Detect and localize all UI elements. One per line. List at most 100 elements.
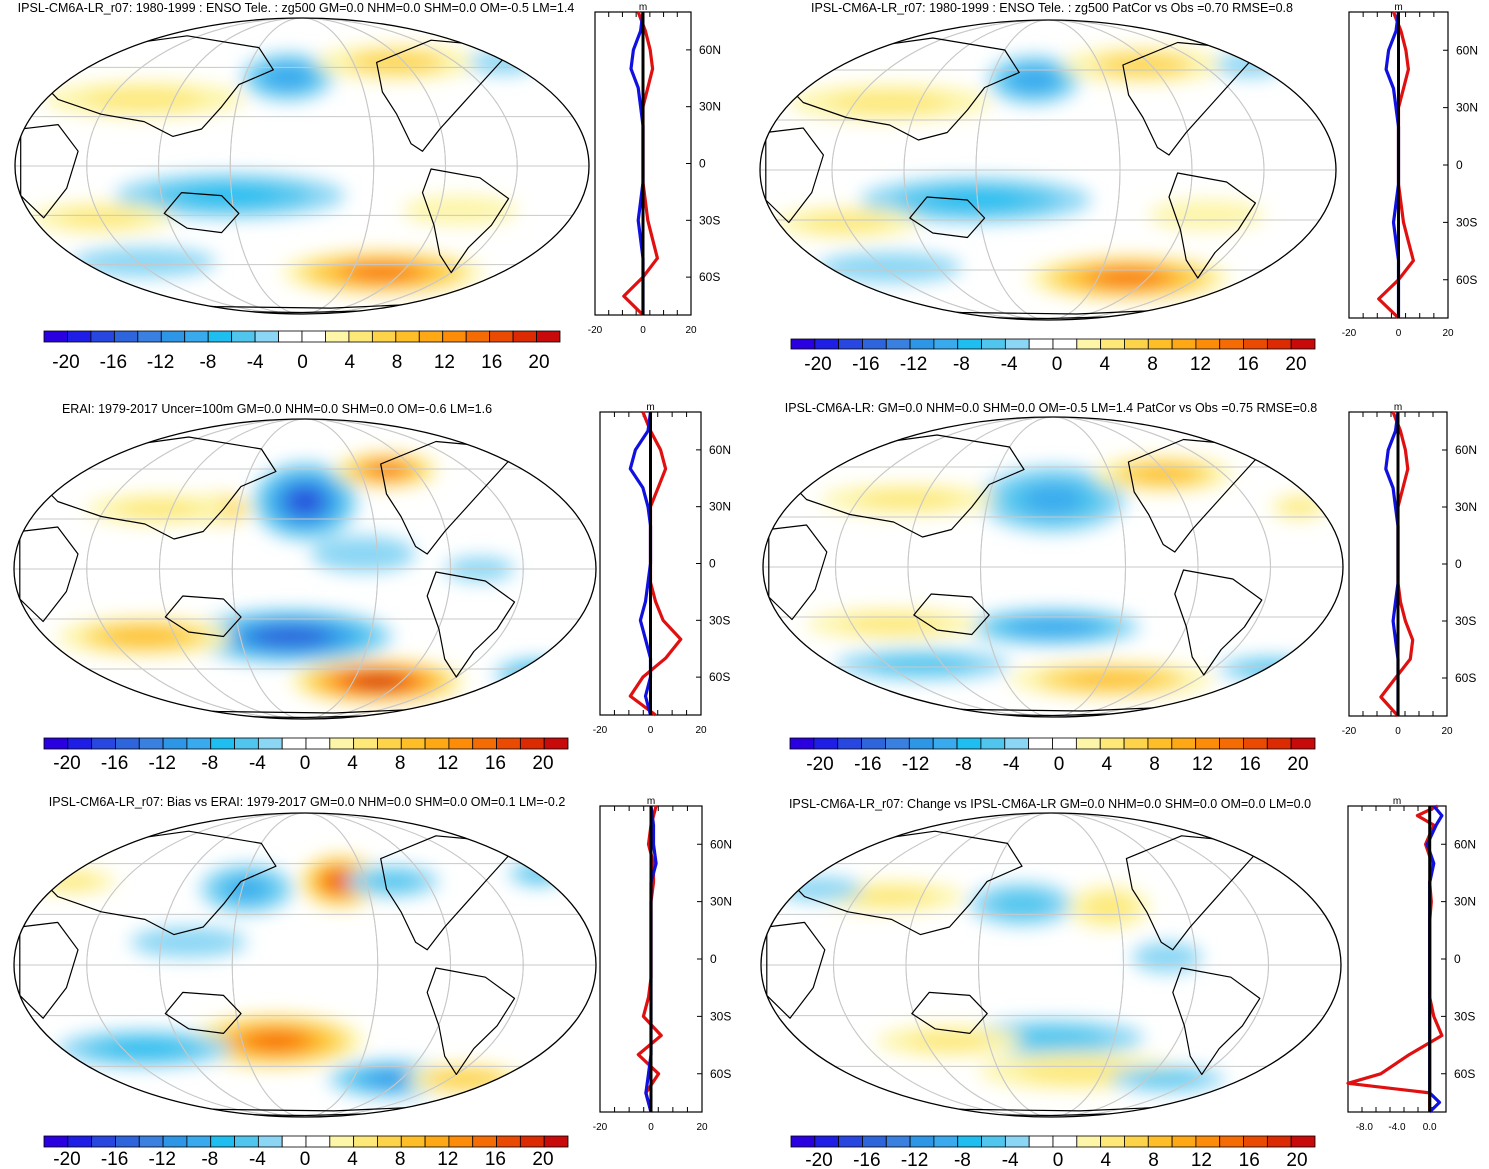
colorbar-swatch xyxy=(91,1135,116,1148)
zonal-mean-lat-tick: 0 xyxy=(710,952,717,966)
colorbar-swatch xyxy=(1266,737,1292,750)
colorbar-tick-label: -8 xyxy=(201,753,218,774)
zonal-mean-lat-tick: 60N xyxy=(1455,443,1477,457)
zonal-mean-x-tick: -20 xyxy=(593,1122,608,1133)
colorbar-tick-label: 12 xyxy=(434,352,455,373)
colorbar-swatch xyxy=(813,737,839,750)
colorbar-swatch xyxy=(207,330,233,343)
zonal-mean-plot: m -20 0 20 60N 30N 0 30S 60S xyxy=(593,402,731,736)
colorbar: -20 -16 -12 -8 -4 0 4 8 12 16 20 xyxy=(43,330,561,373)
colorbar-tick-label: -8 xyxy=(199,352,216,373)
zonal-mean-line-mean-negative xyxy=(1384,11,1401,318)
colorbar-swatch xyxy=(465,330,491,343)
colorbar-swatch xyxy=(1219,737,1244,750)
colorbar-swatch xyxy=(790,338,816,350)
colorbar-swatch xyxy=(1124,1135,1149,1148)
colorbar-tick-label: 16 xyxy=(481,352,502,373)
zonal-mean-plot: m -20 0 20 60N 30N 0 30S 60S xyxy=(588,2,721,336)
colorbar-tick-label: 16 xyxy=(1240,754,1261,775)
anomaly-contour xyxy=(226,878,267,900)
colorbar-swatch xyxy=(1219,1135,1244,1148)
zonal-mean-x-tick: 20 xyxy=(696,1122,708,1133)
colorbar-swatch xyxy=(957,338,982,350)
colorbar-swatch xyxy=(43,330,68,343)
colorbar-tick-label: 12 xyxy=(437,753,458,774)
zonal-mean-x-tick: -20 xyxy=(593,725,608,736)
graticule xyxy=(14,813,596,1117)
anomaly-contour xyxy=(115,500,204,518)
colorbar-swatch xyxy=(305,1135,331,1148)
colorbar-swatch xyxy=(1243,737,1268,750)
anomaly-contour xyxy=(1218,657,1323,681)
colorbar-tick-label: 8 xyxy=(395,1149,406,1169)
zonal-mean-line-mean-negative xyxy=(1384,411,1400,716)
panel-3: ERAI: 1979-2017 Uncer=100m GM=0.0 NHM=0.… xyxy=(13,402,731,774)
colorbar-swatch xyxy=(885,338,911,350)
zonal-mean-line-model xyxy=(1377,11,1415,320)
zonal-mean-xlabel: m xyxy=(647,796,655,807)
colorbar-swatch xyxy=(1100,338,1125,350)
zonal-mean-xlabel: m xyxy=(639,2,647,13)
colorbar-swatch xyxy=(519,737,545,750)
coastline xyxy=(911,991,988,1034)
colorbar-swatch xyxy=(186,737,212,750)
colorbar-tick-label: 16 xyxy=(1238,354,1259,375)
anomaly-contour xyxy=(803,213,890,232)
zonal-mean-x-tick: -4.0 xyxy=(1388,1122,1406,1133)
colorbar-swatch xyxy=(489,330,514,343)
panel-6: IPSL-CM6A-LR_r07: Change vs IPSL-CM6A-LR… xyxy=(760,796,1476,1169)
colorbar-swatch xyxy=(138,1135,164,1148)
colorbar-swatch xyxy=(543,1135,569,1148)
colorbar-tick-label: 12 xyxy=(1190,354,1211,375)
anomaly-contour xyxy=(292,492,318,511)
colorbar-swatch xyxy=(496,737,521,750)
colorbar-tick-label: -12 xyxy=(148,1149,175,1169)
colorbar-swatch xyxy=(43,737,69,750)
colorbar-swatch xyxy=(448,1135,474,1148)
colorbar-swatch xyxy=(1195,1135,1221,1148)
zonal-mean-x-tick: 0 xyxy=(640,325,646,336)
colorbar-swatch xyxy=(210,737,235,750)
colorbar-swatch xyxy=(1100,1135,1125,1148)
zonal-mean-lat-tick: 30N xyxy=(699,100,721,114)
colorbar-swatch xyxy=(1147,737,1173,750)
colorbar-swatch xyxy=(933,338,959,350)
panel-title: ERAI: 1979-2017 Uncer=100m GM=0.0 NHM=0.… xyxy=(62,402,492,416)
colorbar-swatch xyxy=(67,737,93,750)
anomaly-contour xyxy=(1021,485,1085,514)
zonal-mean-lat-tick: 60S xyxy=(710,1067,731,1081)
colorbar: -20 -16 -12 -8 -4 0 4 8 12 16 20 xyxy=(790,338,1316,375)
anomaly-contour xyxy=(181,186,280,206)
colorbar-tick-label: -12 xyxy=(900,354,927,375)
colorbar-swatch xyxy=(885,1135,911,1148)
colorbar-tick-label: 8 xyxy=(395,753,406,774)
colorbar-swatch xyxy=(448,737,474,750)
anomaly-contour xyxy=(330,875,350,888)
coastline xyxy=(426,571,516,678)
anomaly-contour xyxy=(829,91,951,114)
anomaly-contour xyxy=(364,872,421,891)
colorbar-tick-label: -4 xyxy=(249,1149,266,1169)
colorbar-swatch xyxy=(838,338,863,350)
colorbar-swatch xyxy=(91,737,116,750)
colorbar-tick-label: -12 xyxy=(902,754,929,775)
coastline xyxy=(909,196,986,239)
colorbar-tick-label: 16 xyxy=(1239,1150,1260,1169)
colorbar-tick-label: -12 xyxy=(901,1150,928,1169)
zonal-mean-lat-tick: 60N xyxy=(1456,43,1478,57)
colorbar-swatch xyxy=(377,737,402,750)
graticule xyxy=(14,419,596,719)
colorbar-tick-label: -20 xyxy=(52,352,79,373)
graticule xyxy=(15,18,589,314)
colorbar: -20 -16 -12 -8 -4 0 4 8 12 16 20 xyxy=(790,1135,1316,1169)
anomaly-contour xyxy=(1133,466,1194,482)
colorbar-swatch xyxy=(424,737,450,750)
colorbar-swatch xyxy=(281,737,307,750)
colorbar-swatch xyxy=(278,330,303,343)
colorbar-tick-label: 12 xyxy=(1192,754,1213,775)
coastline xyxy=(1174,569,1263,676)
zonal-mean-x-tick: -20 xyxy=(1342,328,1357,339)
colorbar-tick-label: 16 xyxy=(485,1149,506,1169)
colorbar-swatch xyxy=(838,1135,863,1148)
zonal-mean-lat-tick: 60N xyxy=(1454,837,1476,851)
